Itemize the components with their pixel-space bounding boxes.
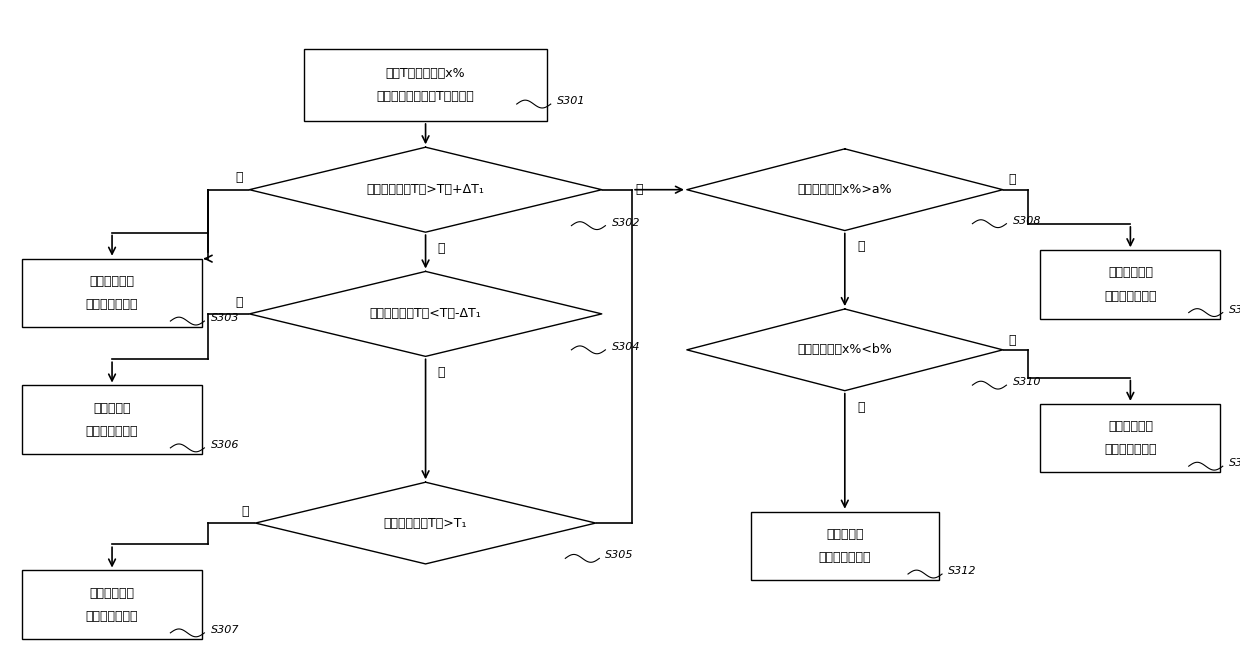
Bar [22,259,202,327]
Text: 前运行模式: 前运行模式 [93,402,130,414]
Bar [22,386,202,454]
Text: S305: S305 [605,550,634,560]
Text: 判断是否满足x%>a%: 判断是否满足x%>a% [797,183,892,196]
Text: 控制空调器按照: 控制空调器按照 [86,298,139,311]
Text: 控制空调器按照: 控制空调器按照 [86,610,139,623]
Text: S309: S309 [1229,305,1240,315]
Text: S310: S310 [1013,377,1042,387]
Bar [304,49,547,121]
Bar [22,570,202,639]
Polygon shape [249,271,601,356]
Text: S308: S308 [1013,215,1042,225]
Text: 否: 否 [438,242,445,255]
Text: 判断是否满足x%<b%: 判断是否满足x%<b% [797,344,893,356]
Text: 温度T环和环境湿x%: 温度T环和环境湿x% [386,67,465,80]
Text: 制热模式运行: 制热模式运行 [89,275,135,287]
Text: 否: 否 [857,240,864,253]
Text: S303: S303 [211,313,239,323]
Text: 制冷模式运行: 制冷模式运行 [89,586,135,600]
Text: 判断是否满足T设>T₁: 判断是否满足T设>T₁ [384,516,467,530]
Text: S302: S302 [611,217,640,227]
Text: 是: 是 [236,171,243,185]
Bar [1040,404,1220,472]
Polygon shape [249,147,601,232]
Text: S301: S301 [557,96,585,106]
Text: S311: S311 [1229,458,1240,468]
Bar [1040,250,1220,319]
Text: S306: S306 [211,440,239,450]
Text: 否: 否 [636,183,644,196]
Text: 是: 是 [1009,334,1017,347]
Text: S304: S304 [611,342,640,352]
Text: 除湿模式运行: 除湿模式运行 [1107,266,1153,279]
Text: 送风模式运行: 送风模式运行 [1107,420,1153,433]
Text: 判断是否满足T设>T环+ΔT₁: 判断是否满足T设>T环+ΔT₁ [367,183,485,196]
Polygon shape [255,482,595,564]
Text: 否: 否 [857,401,864,414]
Bar [750,512,939,580]
Text: 保持空调器的当: 保持空调器的当 [86,425,139,438]
Text: 控制空调器按照: 控制空调器按照 [1104,444,1157,456]
Text: 是: 是 [242,505,249,518]
Text: 判断是否满足T设<T环-ΔT₁: 判断是否满足T设<T环-ΔT₁ [370,307,481,320]
Polygon shape [687,149,1003,231]
Text: 是: 是 [1009,173,1017,186]
Text: 保持空调器的当: 保持空调器的当 [818,551,870,564]
Text: 是: 是 [438,366,445,380]
Text: 否: 否 [236,295,243,309]
Text: S307: S307 [211,625,239,635]
Text: 获取用户设定温度T设、环境: 获取用户设定温度T设、环境 [377,90,475,103]
Text: 控制空调器按照: 控制空调器按照 [1104,289,1157,303]
Text: S312: S312 [949,566,977,576]
Text: 前运行模式: 前运行模式 [826,528,863,541]
Polygon shape [687,309,1003,391]
